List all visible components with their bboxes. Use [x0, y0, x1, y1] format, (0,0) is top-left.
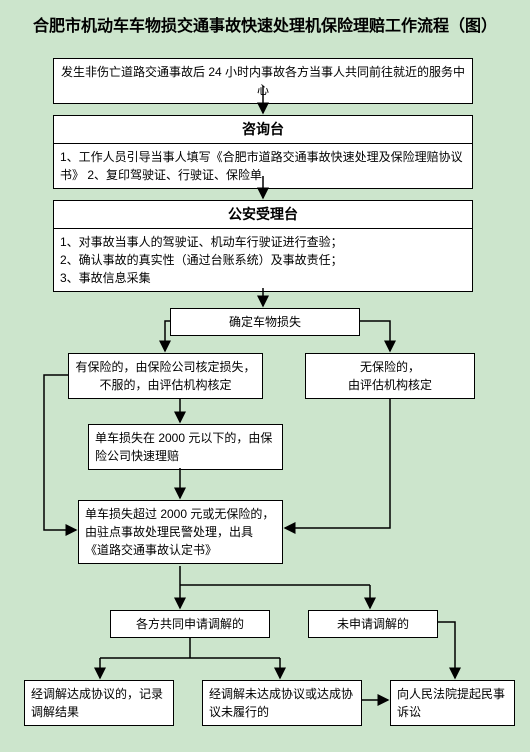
node-police: 公安受理台 1、对事故当事人的驾驶证、机动车行驶证进行查验； 2、确认事故的真实… [53, 200, 473, 292]
node-over-2000: 单车损失超过 2000 元或无保险的，由驻点事故处理民警处理，出具《道路交通事故… [78, 500, 283, 564]
node-text: 未申请调解的 [337, 617, 409, 631]
node-no-mediation: 未申请调解的 [308, 610, 438, 638]
node-text: 单车损失在 2000 元以下的，由保险公司快速理赔 [95, 431, 272, 463]
node-agreement: 经调解达成协议的，记录调解结果 [24, 680, 174, 726]
node-determine-loss: 确定车物损失 [170, 308, 360, 336]
node-insured: 有保险的，由保险公司核定损失，不服的，由评估机构核定 [68, 353, 263, 399]
node-text: 有保险的，由保险公司核定损失，不服的，由评估机构核定 [75, 360, 255, 392]
node-title: 公安受理台 [54, 201, 472, 229]
node-text: 经调解达成协议的，记录调解结果 [31, 687, 163, 719]
node-text: 确定车物损失 [229, 315, 301, 329]
node-text: 1、对事故当事人的驾驶证、机动车行驶证进行查验； 2、确认事故的真实性（通过台账… [60, 235, 343, 285]
node-start: 发生非伤亡道路交通事故后 24 小时内事故各方当事人共同前往就近的服务中心 [53, 58, 473, 104]
page-title: 合肥市机动车车物损交通事故快速处理机保险理赔工作流程（图） [0, 0, 530, 44]
node-text: 经调解未达成协议或达成协议未履行的 [209, 687, 353, 719]
node-text: 无保险的， 由评估机构核定 [348, 360, 432, 392]
node-no-agreement: 经调解未达成协议或达成协议未履行的 [202, 680, 362, 726]
node-text: 向人民法院提起民事诉讼 [397, 687, 505, 719]
node-mediation-apply: 各方共同申请调解的 [110, 610, 270, 638]
node-text: 发生非伤亡道路交通事故后 24 小时内事故各方当事人共同前往就近的服务中心 [61, 65, 465, 97]
node-court: 向人民法院提起民事诉讼 [390, 680, 515, 726]
node-text: 各方共同申请调解的 [136, 617, 244, 631]
node-text: 1、工作人员引导当事人填写《合肥市道路交通事故快速处理及保险理赔协议书》 2、复… [60, 150, 463, 182]
node-under-2000: 单车损失在 2000 元以下的，由保险公司快速理赔 [88, 424, 283, 470]
node-title: 咨询台 [54, 116, 472, 144]
node-consult: 咨询台 1、工作人员引导当事人填写《合肥市道路交通事故快速处理及保险理赔协议书》… [53, 115, 473, 189]
node-text: 单车损失超过 2000 元或无保险的，由驻点事故处理民警处理，出具《道路交通事故… [85, 507, 274, 557]
node-uninsured: 无保险的， 由评估机构核定 [305, 353, 475, 399]
